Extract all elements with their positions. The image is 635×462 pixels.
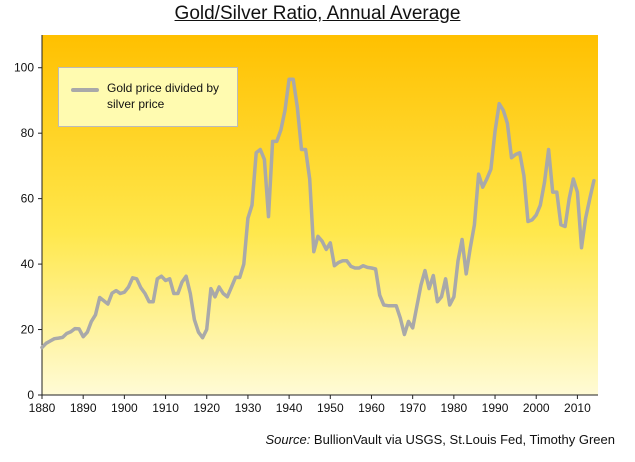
x-tick-label: 1970 [399,401,426,415]
x-tick-label: 1900 [111,401,138,415]
x-tick-label: 1940 [276,401,303,415]
legend: Gold price divided by silver price [58,67,238,127]
x-tick-label: 1980 [441,401,468,415]
axes: 0 20 40 60 80 100 1880 1890 1900 1910 1920 1930 1940… [14,35,598,415]
x-tick-label: 1990 [482,401,509,415]
x-tick-label: 1920 [193,401,220,415]
legend-label: Gold price divided by silver price [107,81,220,111]
x-tick-label: 1950 [317,401,344,415]
y-tick-label: 0 [27,388,34,402]
y-tick-label: 60 [21,192,35,206]
x-tick-label: 1890 [70,401,97,415]
x-tick-label: 1960 [358,401,385,415]
source-text: BullionVault via USGS, St.Louis Fed, Tim… [310,432,615,447]
source-label: Source: [265,432,311,447]
x-tick-label: 1880 [29,401,56,415]
source-note: Source: BullionVault via USGS, St.Louis … [266,432,616,447]
y-tick-label: 20 [21,323,35,337]
series-layer [40,77,596,350]
chart-title: Gold/Silver Ratio, Annual Average [174,3,461,24]
x-tick-label: 1910 [152,401,179,415]
y-tick-label: 40 [21,257,35,271]
x-tick-label: 2010 [564,401,591,415]
legend-line-swatch [71,88,99,92]
x-tick-label: 1930 [235,401,262,415]
y-tick-label: 80 [21,126,35,140]
series-line [40,77,596,350]
x-tick-label: 2000 [523,401,550,415]
y-tick-label: 100 [14,61,34,75]
